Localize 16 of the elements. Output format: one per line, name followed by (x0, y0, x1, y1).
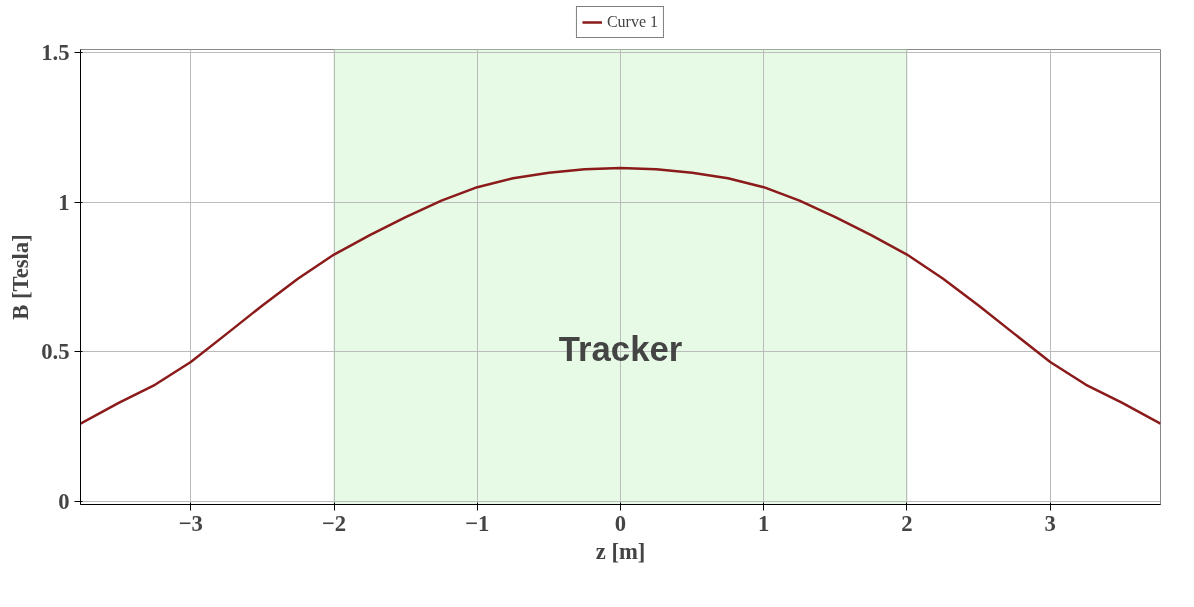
x-tick-label: 3 (1044, 510, 1056, 536)
x-axis-title: z [m] (595, 538, 646, 564)
y-tick-label: 1 (58, 189, 70, 215)
y-tick-label: 0.5 (41, 339, 70, 365)
x-tick-label: −3 (178, 510, 203, 536)
x-tick-label: 0 (614, 510, 627, 536)
line-series (80, 166, 1161, 425)
legend-label: Curve 1 (606, 13, 659, 31)
y-tick-label: 0 (58, 489, 70, 515)
y-tick-label: 1.5 (41, 39, 70, 65)
x-tick-label: −1 (465, 510, 490, 536)
band-label: Tracker (558, 330, 683, 368)
x-tick-label: −2 (321, 510, 347, 536)
x-tick-label: 2 (901, 510, 913, 536)
y-axis-title: B [Tesla] (8, 234, 34, 320)
x-tick-label: 1 (758, 510, 770, 536)
